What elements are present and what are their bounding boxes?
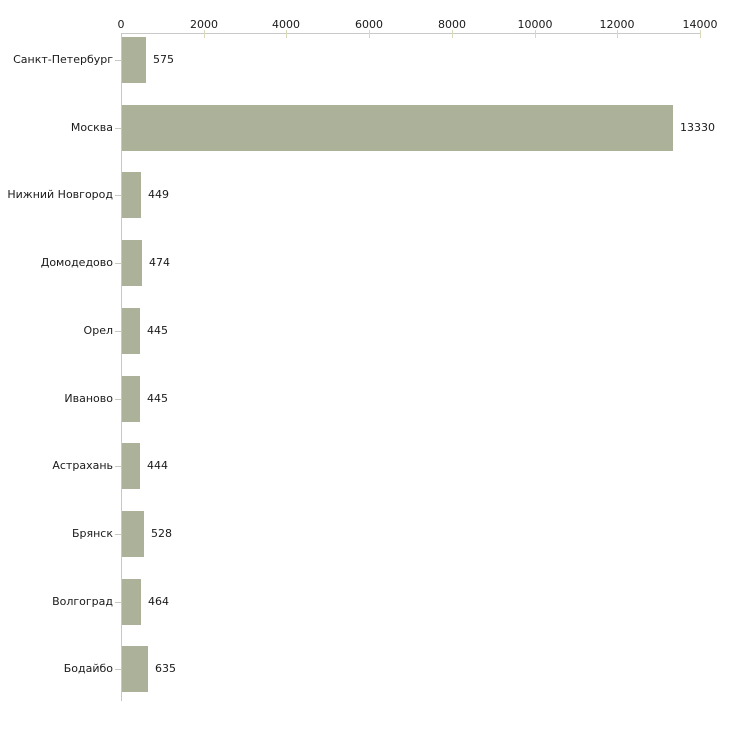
- x-tick-label: 0: [117, 18, 125, 31]
- x-tick-label: 8000: [438, 18, 466, 31]
- x-tick-label: 2000: [190, 18, 218, 31]
- y-tick-mark: [115, 195, 121, 196]
- bar: [122, 172, 141, 218]
- y-tick-mark: [115, 669, 121, 670]
- bar: [122, 105, 673, 151]
- bar-value-label: 445: [147, 392, 168, 405]
- y-tick-mark: [115, 331, 121, 332]
- bar: [122, 37, 146, 83]
- category-label: Домодедово: [40, 256, 113, 269]
- bar-value-label: 449: [148, 188, 169, 201]
- y-axis-line: [121, 33, 122, 701]
- bar-value-label: 635: [155, 662, 176, 675]
- category-label: Бодайбо: [63, 662, 113, 675]
- bar: [122, 443, 140, 489]
- x-tick-mark: [369, 30, 370, 38]
- bar: [122, 240, 142, 286]
- x-tick-mark: [286, 30, 287, 38]
- x-tick-mark: [700, 30, 701, 38]
- category-label: Брянск: [71, 527, 113, 540]
- x-tick-label: 12000: [599, 18, 635, 31]
- bar: [122, 579, 141, 625]
- x-tick-mark: [204, 30, 205, 38]
- x-axis-line: [121, 33, 701, 34]
- bar-value-label: 13330: [680, 121, 715, 134]
- category-label: Астрахань: [52, 459, 113, 472]
- x-tick-label: 14000: [682, 18, 718, 31]
- bar: [122, 376, 140, 422]
- y-tick-mark: [115, 263, 121, 264]
- y-tick-mark: [115, 602, 121, 603]
- y-tick-mark: [115, 534, 121, 535]
- x-tick-mark: [535, 30, 536, 38]
- category-label: Иваново: [64, 392, 113, 405]
- x-tick-mark: [452, 30, 453, 38]
- category-label: Санкт-Петербург: [13, 53, 113, 66]
- y-tick-mark: [115, 60, 121, 61]
- x-tick-label: 10000: [517, 18, 553, 31]
- y-tick-mark: [115, 466, 121, 467]
- category-label: Нижний Новгород: [7, 188, 113, 201]
- x-tick-label: 6000: [355, 18, 383, 31]
- bar-value-label: 528: [151, 527, 172, 540]
- y-tick-mark: [115, 399, 121, 400]
- bar-value-label: 444: [147, 459, 168, 472]
- category-label: Орел: [83, 324, 113, 337]
- bar-value-label: 474: [149, 256, 170, 269]
- x-tick-mark: [617, 30, 618, 38]
- category-label: Волгоград: [52, 595, 113, 608]
- bar-value-label: 464: [148, 595, 169, 608]
- category-label: Москва: [70, 121, 113, 134]
- bar-value-label: 575: [153, 53, 174, 66]
- x-tick-label: 4000: [272, 18, 300, 31]
- bar: [122, 646, 148, 692]
- bar-value-label: 445: [147, 324, 168, 337]
- y-tick-mark: [115, 128, 121, 129]
- bar: [122, 308, 140, 354]
- bar: [122, 511, 144, 557]
